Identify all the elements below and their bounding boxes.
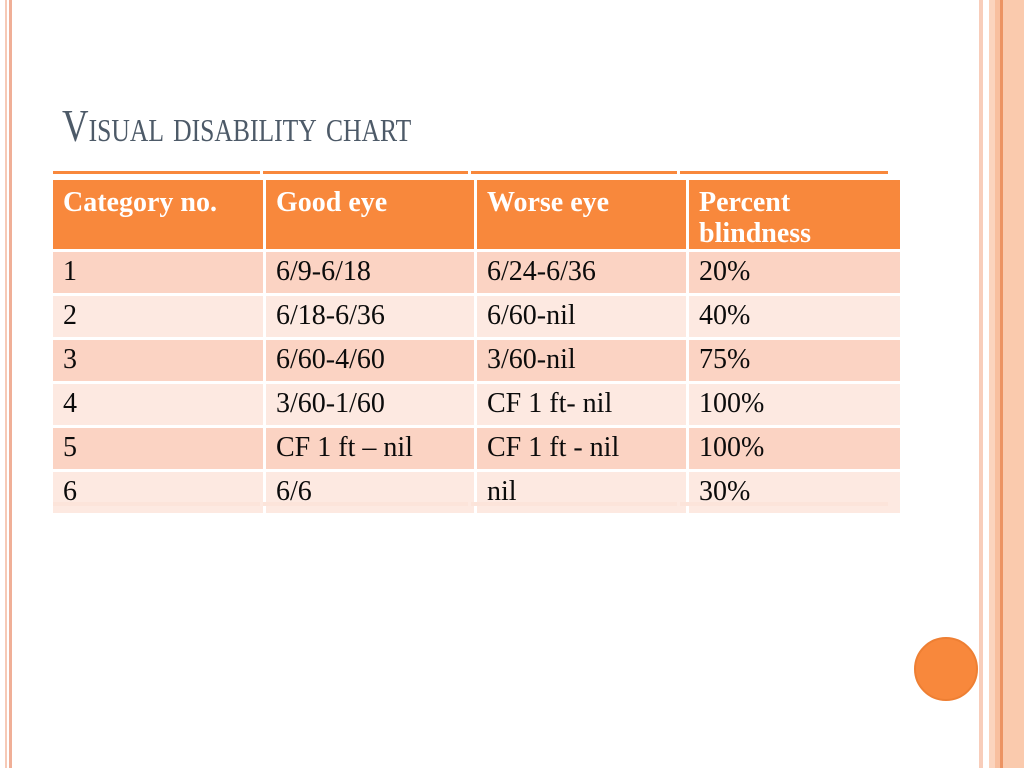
cell-worse-eye: 6/60-nil: [477, 296, 686, 337]
table-bottom-border-segment: [680, 502, 888, 506]
cell-percent: 20%: [689, 252, 900, 293]
cell-good-eye: 3/60-1/60: [266, 384, 474, 425]
header-good-eye: Good eye: [266, 180, 474, 249]
table-row: 4 3/60-1/60 CF 1 ft- nil 100%: [53, 384, 900, 425]
cell-percent: 40%: [689, 296, 900, 337]
cell-worse-eye: nil: [477, 472, 686, 513]
visual-disability-table: Category no. Good eye Worse eye Percent …: [50, 177, 903, 516]
cell-category: 3: [53, 340, 263, 381]
table-top-border-segment: [263, 171, 468, 174]
table-bottom-border-segment: [263, 502, 468, 506]
table-top-border-segment: [471, 171, 677, 174]
table-row: 6 6/6 nil 30%: [53, 472, 900, 513]
table-row: 5 CF 1 ft – nil CF 1 ft - nil 100%: [53, 428, 900, 469]
cell-category: 2: [53, 296, 263, 337]
table-header-row: Category no. Good eye Worse eye Percent …: [53, 180, 900, 249]
cell-good-eye: 6/6: [266, 472, 474, 513]
table-row: 1 6/9-6/18 6/24-6/36 20%: [53, 252, 900, 293]
cell-worse-eye: 3/60-nil: [477, 340, 686, 381]
header-percent-blindness: Percent blindness: [689, 180, 900, 249]
cell-good-eye: 6/60-4/60: [266, 340, 474, 381]
cell-good-eye: CF 1 ft – nil: [266, 428, 474, 469]
table-row: 3 6/60-4/60 3/60-nil 75%: [53, 340, 900, 381]
cell-category: 4: [53, 384, 263, 425]
cell-category: 1: [53, 252, 263, 293]
decorative-circle: [914, 637, 978, 701]
cell-worse-eye: CF 1 ft - nil: [477, 428, 686, 469]
cell-percent: 100%: [689, 428, 900, 469]
cell-percent: 75%: [689, 340, 900, 381]
cell-good-eye: 6/18-6/36: [266, 296, 474, 337]
header-worse-eye: Worse eye: [477, 180, 686, 249]
cell-category: 6: [53, 472, 263, 513]
table-top-border-segment: [680, 171, 888, 174]
cell-worse-eye: 6/24-6/36: [477, 252, 686, 293]
left-edge-stripe-thin: [5, 0, 7, 768]
right-edge-band: [989, 0, 1024, 768]
page-title: Visual disability chart: [62, 100, 412, 151]
cell-good-eye: 6/9-6/18: [266, 252, 474, 293]
cell-category: 5: [53, 428, 263, 469]
table-row: 2 6/18-6/36 6/60-nil 40%: [53, 296, 900, 337]
cell-percent: 30%: [689, 472, 900, 513]
left-edge-stripe-thick: [9, 0, 12, 768]
table-bottom-border-segment: [53, 502, 260, 506]
table-bottom-border-segment: [471, 502, 677, 506]
header-category-no: Category no.: [53, 180, 263, 249]
table-top-border-segment: [53, 171, 260, 174]
right-edge-stripe-thin: [979, 0, 983, 768]
cell-worse-eye: CF 1 ft- nil: [477, 384, 686, 425]
cell-percent: 100%: [689, 384, 900, 425]
